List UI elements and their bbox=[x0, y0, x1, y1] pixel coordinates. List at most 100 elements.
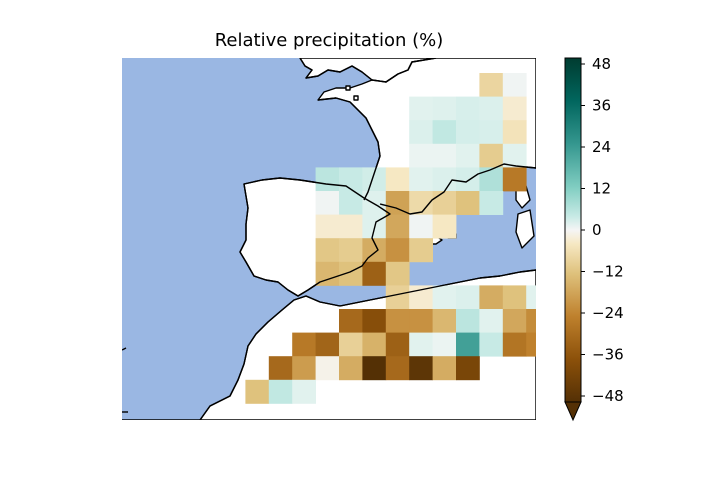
colorbar-tick-label: 24 bbox=[592, 138, 611, 156]
grid-cell bbox=[292, 332, 316, 357]
grid-cell bbox=[432, 214, 457, 239]
sardinia-island bbox=[515, 209, 535, 249]
grid-cell bbox=[456, 96, 480, 121]
grid-cell bbox=[339, 214, 363, 239]
grid-cell bbox=[339, 309, 363, 333]
grid-cell bbox=[385, 285, 410, 310]
grid-cell bbox=[479, 143, 504, 168]
grid-cell bbox=[385, 238, 410, 263]
france-coastline bbox=[317, 97, 536, 215]
grid-cell bbox=[456, 120, 480, 145]
grid-cell bbox=[432, 191, 457, 215]
grid-cell bbox=[315, 214, 340, 239]
colorbar-tick-label: −36 bbox=[592, 346, 624, 364]
grid-cell bbox=[315, 332, 340, 357]
grid-cell bbox=[456, 191, 480, 215]
grid-cell bbox=[385, 167, 410, 192]
colorbar: 48 36 24 12 0 −12 −24 −36 −48 bbox=[564, 55, 624, 422]
grid-cell bbox=[479, 332, 504, 357]
grid-cell bbox=[432, 120, 457, 145]
grid-cell bbox=[409, 167, 433, 192]
grid-cell bbox=[385, 356, 410, 381]
grid-cell bbox=[456, 143, 480, 168]
grid-cell bbox=[339, 332, 363, 357]
grid-cell bbox=[339, 191, 363, 215]
grid-cell bbox=[268, 356, 293, 381]
grid-cell bbox=[409, 96, 433, 121]
grid-cell bbox=[432, 356, 457, 381]
grid-cell bbox=[339, 238, 363, 263]
grid-cell bbox=[502, 285, 527, 310]
grid-cell bbox=[385, 214, 410, 239]
grid-cell bbox=[456, 356, 480, 381]
small-island-1 bbox=[345, 85, 351, 91]
grid-cell bbox=[339, 167, 363, 192]
grid-cell bbox=[432, 143, 457, 168]
grid-cell bbox=[409, 332, 433, 357]
grid-cell bbox=[409, 120, 433, 145]
grid-cell bbox=[502, 143, 527, 168]
grid-cell bbox=[292, 379, 316, 404]
grid-cell bbox=[409, 309, 433, 333]
grid-cell bbox=[479, 96, 504, 121]
grid-cell bbox=[502, 120, 527, 145]
small-island-2 bbox=[353, 95, 359, 101]
grid-cell bbox=[479, 191, 504, 215]
colorbar-gradient bbox=[564, 57, 582, 403]
canary-coast-fragment bbox=[122, 347, 127, 351]
grid-cell bbox=[245, 379, 270, 404]
grid-cell bbox=[502, 96, 527, 121]
grid-cell bbox=[479, 285, 504, 310]
grid-cell bbox=[385, 191, 410, 215]
grid-cell bbox=[502, 167, 527, 192]
colorbar-tick-label: −48 bbox=[592, 387, 624, 405]
grid-cell bbox=[456, 309, 480, 333]
grid-cell bbox=[362, 191, 387, 215]
grid-cell bbox=[432, 309, 457, 333]
grid-cell bbox=[479, 120, 504, 145]
colorbar-tick-label: 48 bbox=[592, 55, 611, 73]
grid-cell bbox=[526, 285, 536, 310]
grid-cell bbox=[526, 309, 536, 333]
map-panel bbox=[122, 58, 536, 420]
grid-cell bbox=[502, 309, 527, 333]
grid-cell bbox=[432, 96, 457, 121]
grid-cell bbox=[339, 356, 363, 381]
grid-cell bbox=[409, 285, 433, 310]
grid-cell bbox=[315, 238, 340, 263]
grid-cell bbox=[479, 309, 504, 333]
grid-cell bbox=[315, 261, 340, 286]
map-title: Relative precipitation (%) bbox=[214, 30, 444, 51]
grid-cell bbox=[362, 238, 387, 263]
grid-cell bbox=[409, 191, 433, 215]
grid-cell bbox=[409, 238, 433, 263]
grid-cell bbox=[315, 356, 340, 381]
grid-cell bbox=[409, 143, 433, 168]
grid-cell bbox=[456, 167, 480, 192]
grid-cell bbox=[362, 332, 387, 357]
grid-cell bbox=[362, 261, 387, 286]
grid-cell bbox=[409, 214, 433, 239]
grid-cell bbox=[315, 167, 340, 192]
grid-cell bbox=[502, 73, 527, 97]
colorbar-tick-label: 0 bbox=[592, 221, 602, 239]
grid-cell bbox=[432, 332, 457, 357]
grid-cell bbox=[432, 285, 457, 310]
colorbar-tick-label: 12 bbox=[592, 180, 611, 198]
precipitation-grid bbox=[245, 73, 536, 404]
britain-coastline bbox=[299, 58, 437, 83]
colorbar-tick-label: 36 bbox=[592, 97, 611, 115]
grid-cell bbox=[432, 167, 457, 192]
colorbar-tick-label: −12 bbox=[592, 263, 624, 281]
grid-cell bbox=[385, 309, 410, 333]
grid-cell bbox=[456, 285, 480, 310]
grid-cell bbox=[456, 332, 480, 357]
iberia-coastline bbox=[239, 177, 391, 297]
grid-cell bbox=[526, 332, 536, 357]
grid-cell bbox=[385, 261, 410, 286]
colorbar-tick-label: −24 bbox=[592, 304, 624, 322]
coastline-layer bbox=[122, 58, 536, 420]
grid-cell bbox=[479, 73, 504, 97]
